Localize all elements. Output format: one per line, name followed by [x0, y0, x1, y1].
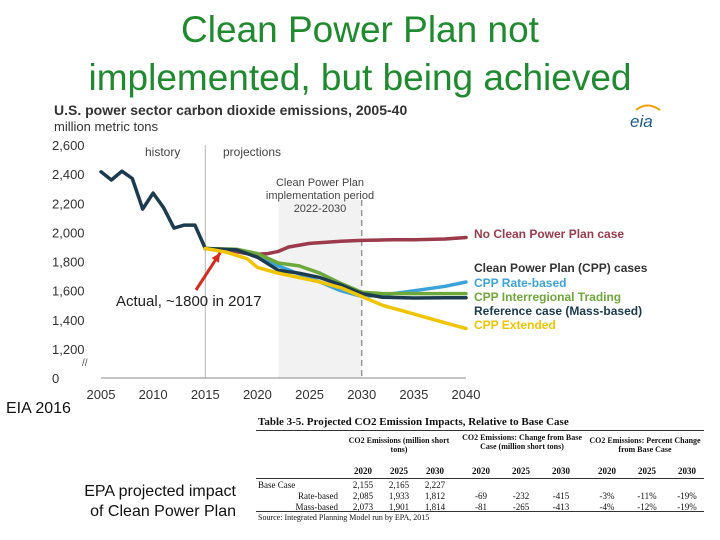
table-cell: 2,073 — [352, 502, 374, 512]
axis-break: // — [82, 358, 88, 369]
year-header: 2020 — [472, 466, 490, 476]
table-cell: -413 — [552, 502, 570, 512]
eia-logo-arc — [635, 104, 661, 111]
year-header: 2020 — [354, 466, 372, 476]
x-tick-label: 2025 — [295, 387, 324, 402]
year-header: 2020 — [598, 466, 616, 476]
emissions-chart: U.S. power sector carbon dioxide emissio… — [52, 102, 661, 402]
chart-title: U.S. power sector carbon dioxide emissio… — [54, 102, 407, 118]
epa-caption-line2: of Clean Power Plan — [90, 503, 236, 520]
table-rule-top — [256, 430, 704, 431]
series-cpp-extended — [203, 246, 468, 331]
table-rule-mid — [256, 478, 704, 479]
table-cell: -4% — [599, 502, 615, 512]
year-header: 2030 — [552, 466, 570, 476]
y-tick-label: 1,800 — [52, 255, 85, 270]
series-history — [99, 169, 208, 251]
implementation-label-2: implementation period — [266, 190, 374, 202]
table-cell: -11% — [637, 491, 657, 501]
x-tick-label: 2020 — [243, 387, 272, 402]
group-header-emissions: CO2 Emissions (million short tons) — [348, 436, 450, 454]
table-rule-bottom — [256, 511, 704, 512]
source-label: EIA 2016 — [6, 400, 71, 417]
table-cell: 2,085 — [352, 491, 374, 501]
y-tick-label: 0 — [52, 371, 59, 386]
table-cell: 1,933 — [388, 491, 410, 501]
series-reference-mass — [203, 246, 468, 300]
legend-cpp-extended: CPP Extended — [474, 318, 556, 332]
table-cell: -12% — [637, 502, 657, 512]
slide-title: Clean Power Plan not implemented, but be… — [0, 6, 720, 102]
year-header: 2025 — [512, 466, 530, 476]
year-header: 2025 — [390, 466, 408, 476]
projections-label: projections — [223, 145, 281, 159]
x-tick-label: 2040 — [452, 387, 481, 402]
y-tick-label: 2,600 — [52, 138, 85, 153]
eia-logo: eia — [630, 112, 653, 131]
group-header-change: CO2 Emissions: Change from Base Case (mi… — [462, 433, 582, 451]
series-cpp-interregional — [203, 246, 468, 296]
slide-title-line2: implemented, but being achieved — [88, 57, 632, 98]
x-tick-label: 2010 — [139, 387, 168, 402]
x-tick-label: 2035 — [399, 387, 428, 402]
year-header: 2030 — [426, 466, 444, 476]
table-cell: 1,901 — [388, 502, 410, 512]
legend-group-label: Clean Power Plan (CPP) cases — [474, 261, 648, 275]
table-row-label: Base Case — [258, 480, 296, 490]
table-cell: 1,814 — [424, 502, 446, 512]
table-cell: 2,155 — [352, 480, 374, 490]
epa-table: Table 3-5. Projected CO2 Emission Impact… — [256, 414, 704, 526]
history-label: history — [145, 145, 180, 159]
table-cell: -415 — [552, 491, 570, 501]
y-tick-label: 2,200 — [52, 196, 85, 211]
x-tick-label: 2005 — [87, 387, 116, 402]
table-cell: 1,812 — [424, 491, 446, 501]
epa-table-source: Source: Integrated Planning Model run by… — [258, 513, 430, 522]
slide-title-line1: Clean Power Plan not — [181, 9, 539, 50]
implementation-label-1: Clean Power Plan — [276, 177, 364, 189]
group-header-percent: CO2 Emissions: Percent Change from Base … — [589, 436, 701, 454]
table-row-label: Mass-based — [295, 502, 339, 512]
y-tick-label: 1,400 — [52, 313, 85, 328]
x-tick-label: 2015 — [191, 387, 220, 402]
legend-cpp-interregional: CPP Interregional Trading — [474, 290, 621, 304]
table-cell: -19% — [677, 502, 697, 512]
implementation-label-3: 2022-2030 — [294, 203, 347, 215]
table-cell: -81 — [475, 502, 487, 512]
legend-reference-mass: Reference case (Mass-based) — [474, 304, 642, 318]
epa-table-title: Table 3-5. Projected CO2 Emission Impact… — [258, 416, 569, 428]
callout-arrow-head — [211, 252, 221, 263]
table-cell: 2,227 — [424, 480, 446, 490]
y-tick-label: 1,600 — [52, 284, 85, 299]
year-header: 2025 — [638, 466, 656, 476]
y-tick-label: 2,400 — [52, 167, 85, 182]
table-cell: -19% — [677, 491, 697, 501]
table-cell: -69 — [475, 491, 487, 501]
table-cell: -3% — [599, 491, 615, 501]
legend-no-cpp: No Clean Power Plan case — [474, 227, 624, 241]
y-axis-label: million metric tons — [54, 119, 159, 134]
x-tick-label: 2030 — [347, 387, 376, 402]
y-tick-label: 1,200 — [52, 342, 85, 357]
epa-caption-line1: EPA projected impact — [84, 483, 236, 500]
table-cell: 2,165 — [388, 480, 410, 490]
legend-cpp-rate-based: CPP Rate-based — [474, 276, 566, 290]
actual-callout: Actual, ~1800 in 2017 — [116, 293, 262, 310]
table-cell: -232 — [512, 491, 530, 501]
table-cell: -265 — [512, 502, 530, 512]
year-header: 2030 — [678, 466, 696, 476]
y-tick-label: 2,000 — [52, 225, 85, 240]
table-row-label: Rate-based — [298, 491, 338, 501]
epa-caption: EPA projected impact of Clean Power Plan — [40, 482, 236, 522]
